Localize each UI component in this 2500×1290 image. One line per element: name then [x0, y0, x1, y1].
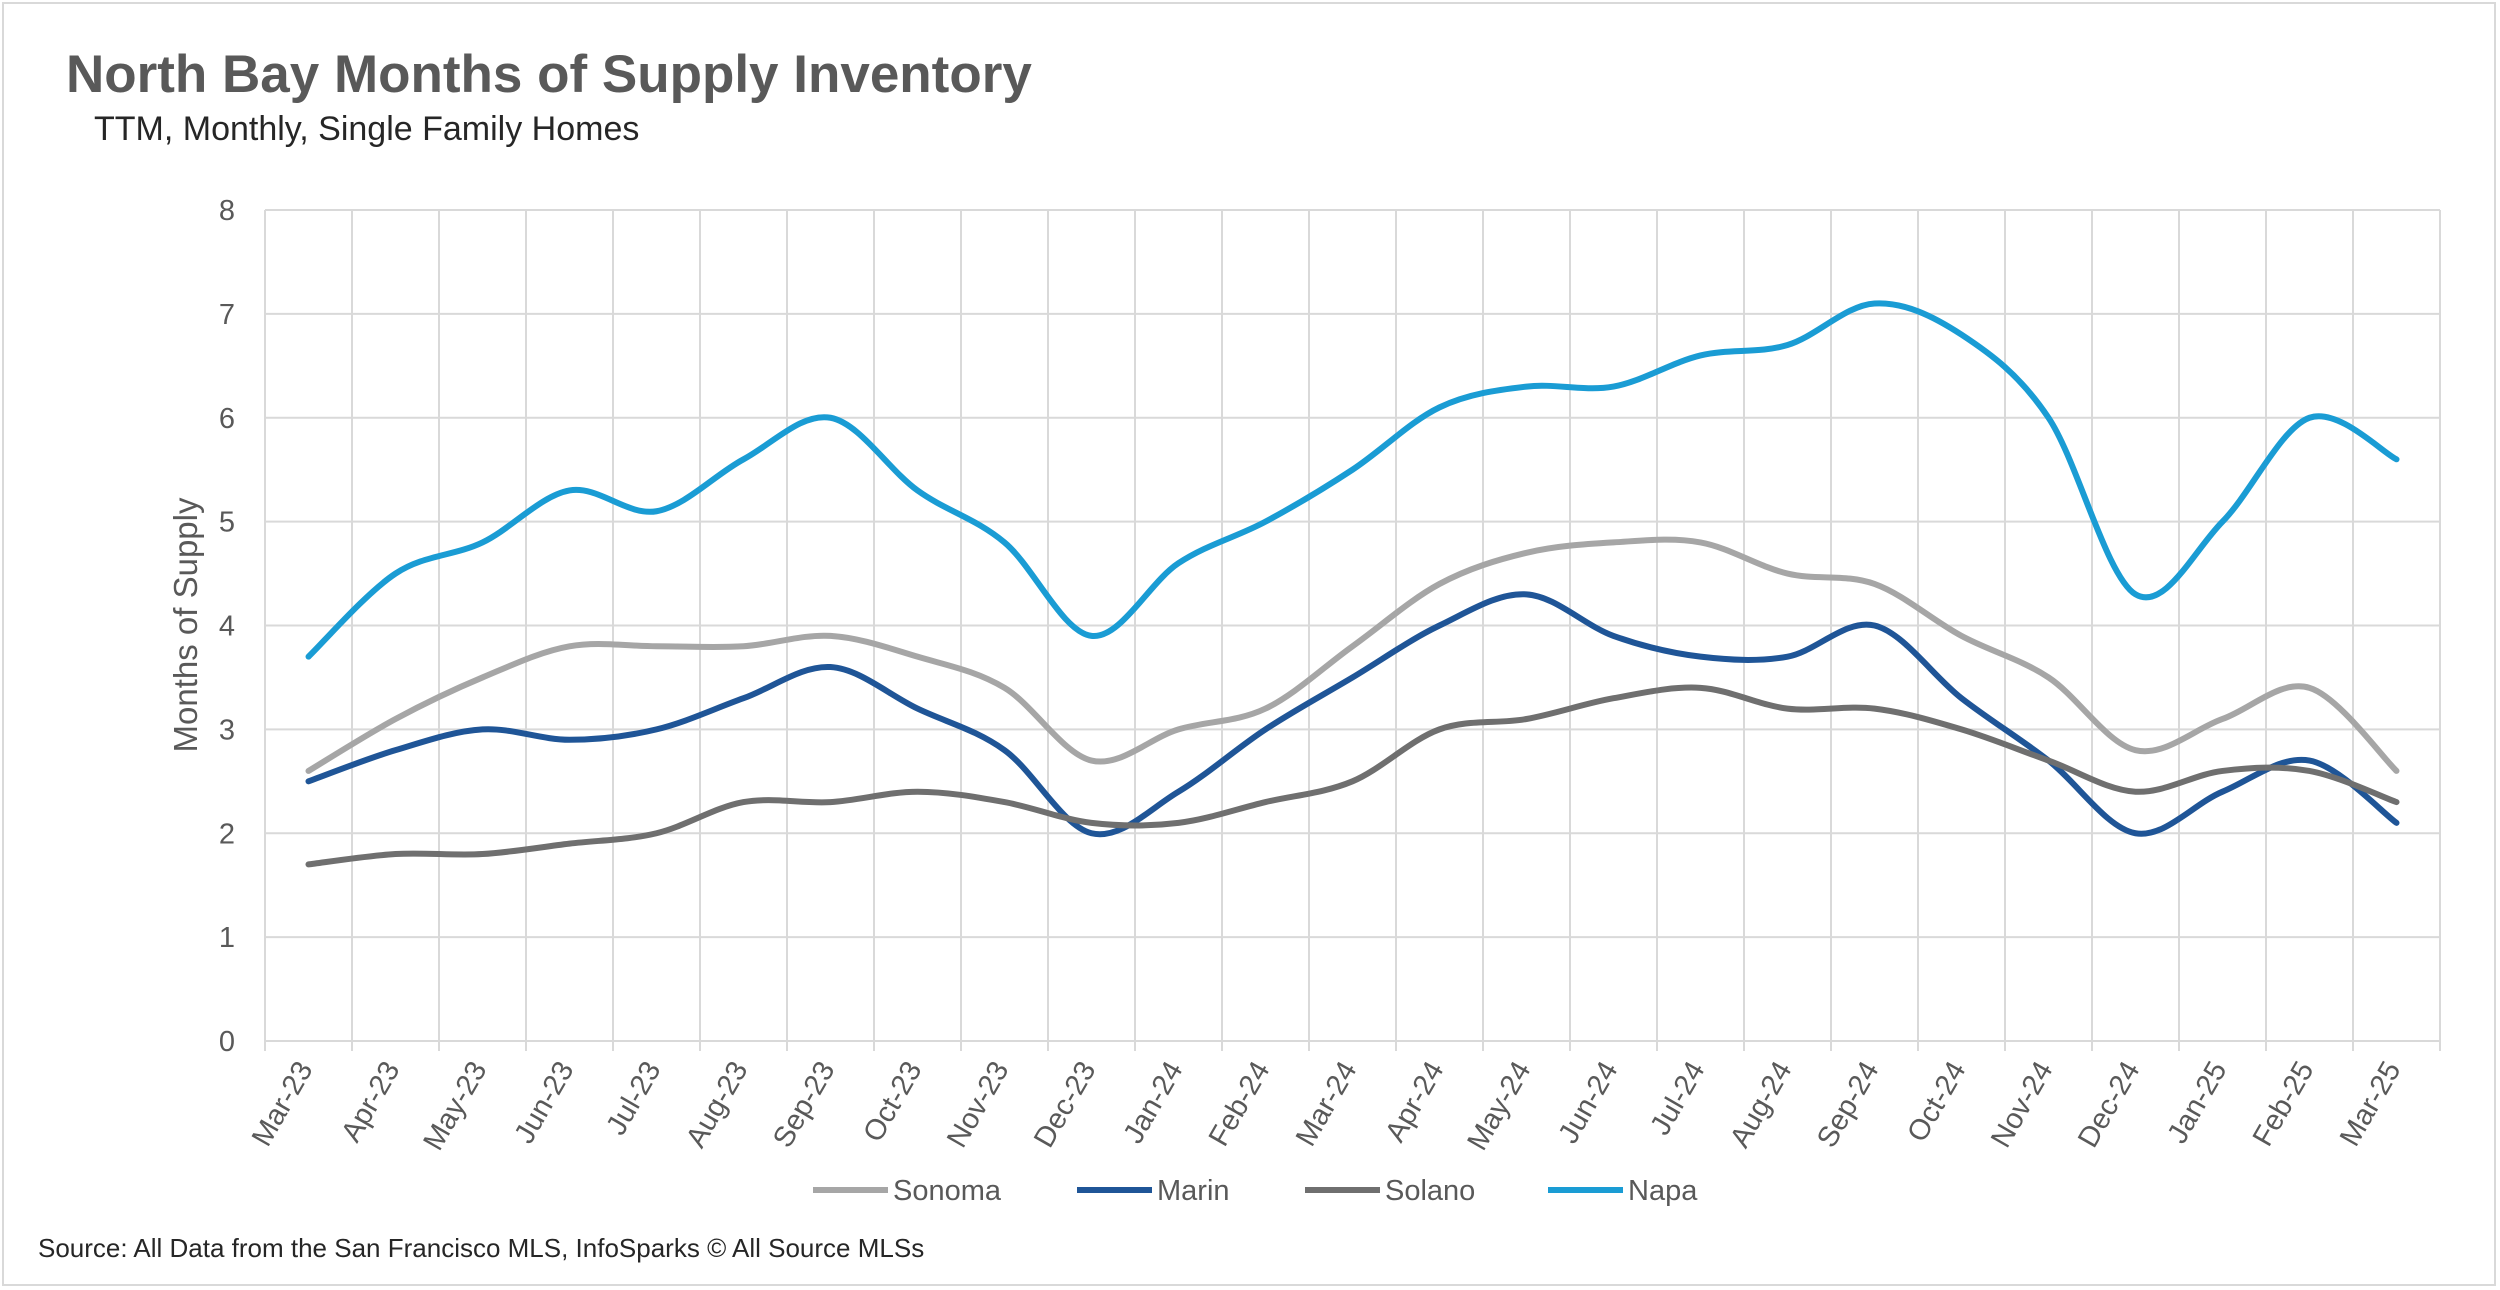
y-axis-ticks: 0 1 2 3 4 5 6 7 8	[219, 195, 235, 1058]
x-tick-label: Jan-25	[2162, 1056, 2234, 1149]
series-line-solano	[305, 684, 2400, 868]
x-tick-label: Mar-23	[246, 1056, 320, 1152]
x-tick-label: Jul-23	[600, 1056, 667, 1140]
grid-lines	[264, 209, 2441, 1051]
x-tick-label: Aug-24	[1724, 1056, 1798, 1153]
x-tick-label: Feb-25	[2247, 1056, 2321, 1152]
x-tick-label: Sep-23	[767, 1056, 841, 1153]
y-tick-label: 7	[219, 299, 235, 331]
x-axis-ticks: Mar-23 Apr-23 May-23 Jun-23 Jul-23 Aug-23 Sep-…	[246, 1056, 2408, 1156]
y-axis-label: Months of Supply	[167, 497, 204, 752]
x-tick-label: Nov-24	[1985, 1056, 2059, 1153]
x-tick-label: Jun-24	[1553, 1056, 1625, 1149]
x-tick-label: Dec-24	[2072, 1056, 2146, 1153]
series-line-napa	[305, 300, 2400, 660]
legend-label-solano: Solano	[1385, 1175, 1475, 1207]
x-tick-label: Jul-24	[1644, 1056, 1711, 1140]
series-lines	[305, 300, 2400, 868]
x-tick-label: Jun-23	[509, 1056, 581, 1149]
chart-subtitle: TTM, Monthly, Single Family Homes	[94, 110, 640, 148]
legend-label-napa: Napa	[1628, 1175, 1698, 1207]
source-note: Source: All Data from the San Francisco …	[38, 1233, 925, 1263]
x-tick-label: Nov-23	[941, 1056, 1015, 1153]
x-tick-label: Dec-23	[1028, 1056, 1102, 1153]
y-tick-label: 5	[219, 507, 235, 539]
x-tick-label: Oct-23	[857, 1056, 928, 1147]
series-line-marin	[305, 591, 2400, 838]
x-tick-label: Sep-24	[1811, 1056, 1885, 1153]
x-tick-label: May-23	[417, 1056, 493, 1156]
y-tick-label: 3	[219, 714, 235, 746]
x-tick-label: Aug-23	[680, 1056, 754, 1153]
x-tick-label: Mar-24	[1290, 1056, 1364, 1152]
x-tick-label: Apr-23	[335, 1056, 406, 1147]
x-tick-label: Jan-24	[1118, 1056, 1190, 1149]
y-tick-label: 8	[219, 195, 235, 227]
legend: Sonoma Marin Solano Napa	[813, 1175, 1698, 1207]
legend-label-sonoma: Sonoma	[893, 1175, 1002, 1207]
x-tick-label: Mar-25	[2334, 1056, 2408, 1152]
y-tick-label: 2	[219, 818, 235, 850]
series-line-sonoma	[305, 536, 2400, 774]
y-tick-label: 1	[219, 922, 235, 954]
y-tick-label: 4	[219, 611, 235, 643]
y-tick-label: 6	[219, 403, 235, 435]
x-tick-label: Oct-24	[1901, 1056, 1972, 1147]
y-tick-label: 0	[219, 1026, 235, 1058]
chart-title: North Bay Months of Supply Inventory	[66, 45, 1032, 104]
x-tick-label: Apr-24	[1379, 1056, 1450, 1147]
legend-label-marin: Marin	[1157, 1175, 1230, 1207]
x-tick-label: May-24	[1461, 1056, 1537, 1156]
x-tick-label: Feb-24	[1203, 1056, 1277, 1152]
